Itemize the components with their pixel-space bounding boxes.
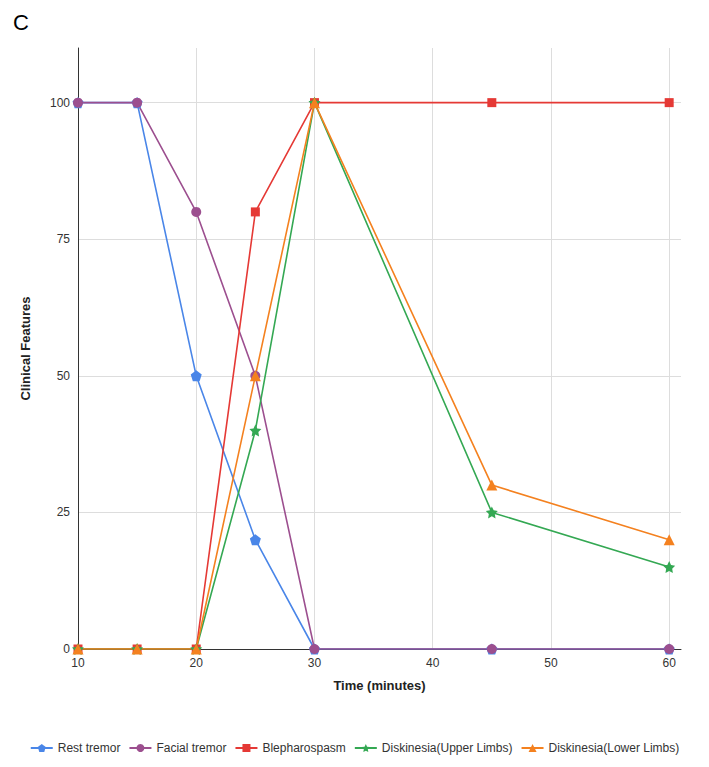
svg-text:40: 40: [426, 656, 440, 670]
svg-text:100: 100: [50, 96, 70, 110]
svg-text:30: 30: [308, 656, 322, 670]
svg-text:Facial tremor: Facial tremor: [156, 741, 226, 755]
svg-text:25: 25: [57, 505, 71, 519]
svg-text:Clinical Features: Clinical Features: [18, 296, 33, 400]
svg-text:20: 20: [190, 656, 204, 670]
svg-text:60: 60: [662, 656, 676, 670]
svg-text:Rest tremor: Rest tremor: [58, 741, 121, 755]
svg-text:Diskinesia(Lower Limbs): Diskinesia(Lower Limbs): [549, 741, 680, 755]
svg-text:0: 0: [63, 642, 70, 656]
svg-text:C: C: [13, 10, 29, 35]
svg-text:75: 75: [57, 232, 71, 246]
svg-text:Diskinesia(Upper Limbs): Diskinesia(Upper Limbs): [382, 741, 513, 755]
svg-text:50: 50: [544, 656, 558, 670]
svg-text:50: 50: [57, 369, 71, 383]
svg-text:Time (minutes): Time (minutes): [333, 678, 425, 693]
svg-text:Blepharospasm: Blepharospasm: [262, 741, 345, 755]
svg-text:10: 10: [71, 656, 85, 670]
